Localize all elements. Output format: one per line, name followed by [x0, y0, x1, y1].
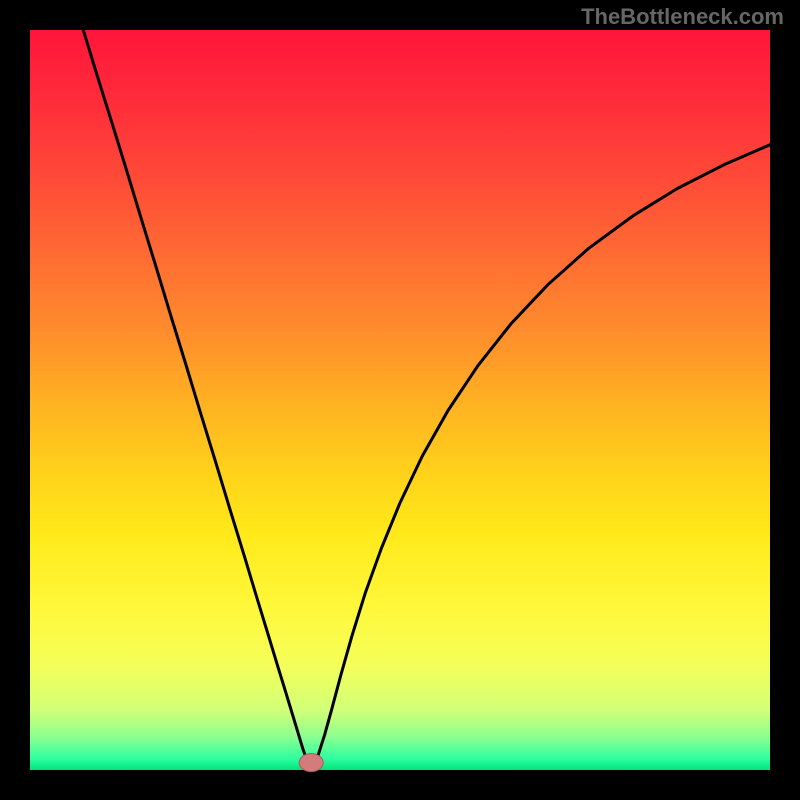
- plot-area: [30, 30, 770, 770]
- bottleneck-right-branch: [311, 145, 770, 770]
- bottleneck-left-branch: [83, 30, 311, 770]
- watermark-text: TheBottleneck.com: [581, 4, 784, 30]
- min-marker: [299, 754, 323, 772]
- curve-layer: [30, 30, 770, 770]
- chart-frame: TheBottleneck.com: [0, 0, 800, 800]
